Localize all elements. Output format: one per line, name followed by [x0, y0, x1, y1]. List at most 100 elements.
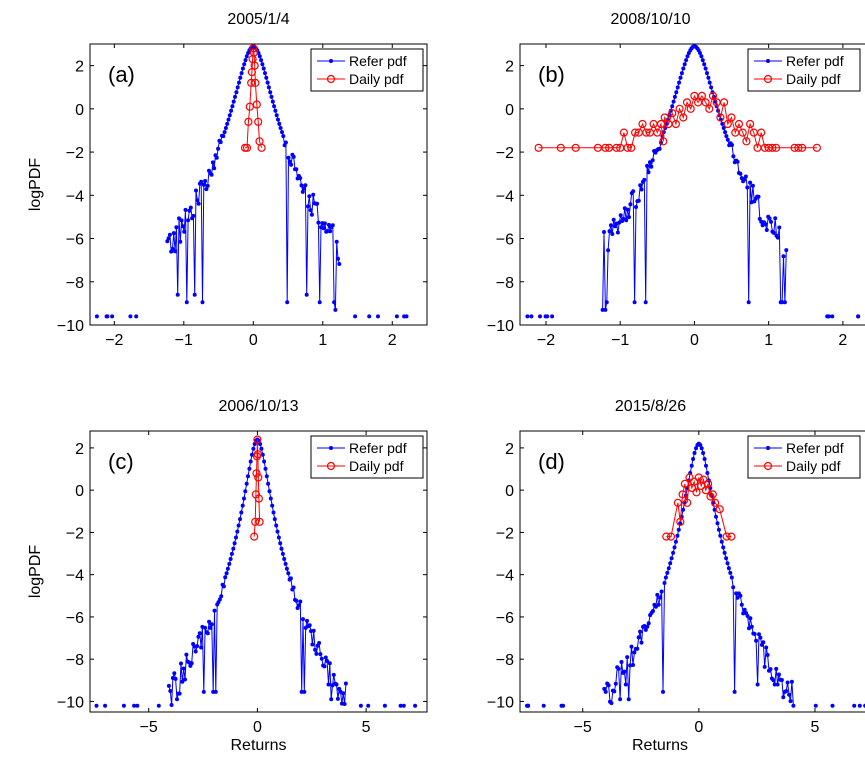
- refer-pdf-point: [764, 228, 769, 232]
- daily-pdf-point: [757, 128, 766, 137]
- refer-pdf-point: [672, 94, 677, 99]
- refer-pdf-point: [698, 443, 703, 447]
- refer-pdf-point: [240, 503, 245, 508]
- refer-pdf-point: [769, 219, 773, 224]
- y-tick-label: −10: [487, 318, 514, 335]
- refer-pdf-point: [761, 640, 766, 645]
- refer-pdf-point: [336, 256, 340, 261]
- refer-pdf-point: [627, 215, 631, 220]
- x-axis-label: Returns: [632, 737, 688, 754]
- x-tick-label: −2: [105, 332, 123, 349]
- refer-pdf-point: [729, 575, 734, 580]
- y-tick-label: −10: [57, 694, 84, 711]
- refer-pdf-point: [229, 108, 234, 113]
- refer-pdf-point: [813, 703, 818, 708]
- refer-pdf-point: [791, 703, 796, 708]
- refer-pdf-point: [173, 249, 178, 254]
- daily-pdf-point: [666, 532, 676, 541]
- refer-pdf-point: [238, 75, 243, 80]
- refer-pdf-point: [643, 627, 648, 632]
- refer-pdf-point: [764, 645, 769, 650]
- x-axis-label: Returns: [230, 737, 286, 754]
- refer-pdf-point: [784, 248, 789, 253]
- refer-pdf-point: [830, 314, 835, 319]
- refer-pdf-point: [691, 457, 696, 461]
- y-tick-label: −8: [496, 652, 514, 669]
- refer-pdf-point: [719, 539, 724, 544]
- refer-pdf-point: [310, 642, 315, 647]
- refer-pdf-point: [230, 104, 235, 109]
- refer-pdf-point: [742, 607, 747, 612]
- refer-pdf-point: [266, 481, 271, 486]
- refer-pdf-point: [128, 314, 133, 319]
- refer-pdf-point: [700, 58, 705, 63]
- refer-pdf-point: [604, 300, 609, 305]
- y-tick-label: 0: [75, 483, 84, 500]
- daily-pdf-point: [716, 113, 725, 122]
- refer-pdf-point: [663, 575, 668, 580]
- refer-pdf-point: [275, 529, 280, 534]
- daily-pdf-point: [601, 143, 610, 152]
- refer-pdf-point: [334, 682, 339, 687]
- refer-pdf-point: [743, 174, 748, 179]
- daily-pdf-point: [738, 128, 747, 137]
- x-tick-label: 1: [318, 332, 327, 349]
- refer-pdf-point: [223, 575, 228, 580]
- series-daily-pdf: [250, 435, 264, 541]
- x-tick-label: −2: [537, 332, 555, 349]
- refer-pdf-point: [735, 595, 740, 600]
- refer-pdf-point: [777, 225, 782, 230]
- daily-pdf-point: [671, 119, 681, 129]
- refer-pdf-point: [167, 232, 172, 237]
- refer-pdf-point: [261, 66, 266, 71]
- refer-pdf-point: [189, 661, 194, 666]
- refer-pdf-point: [299, 183, 304, 188]
- refer-pdf-point: [677, 80, 682, 85]
- daily-pdf-point: [723, 119, 732, 129]
- refer-pdf-point: [219, 594, 224, 599]
- refer-pdf-point: [214, 155, 219, 160]
- refer-pdf-point: [724, 134, 729, 139]
- daily-pdf-point: [653, 128, 662, 137]
- refer-pdf-point: [643, 300, 648, 305]
- refer-pdf-point: [758, 635, 763, 640]
- refer-pdf-point: [626, 697, 631, 702]
- daily-pdf-point: [703, 479, 713, 488]
- x-tick-label: 1: [764, 332, 773, 349]
- daily-pdf-point: [250, 532, 259, 541]
- daily-pdf-point: [252, 469, 261, 478]
- refer-pdf-point: [195, 198, 200, 203]
- refer-pdf-point: [337, 262, 342, 266]
- refer-pdf-point: [232, 541, 237, 546]
- refer-pdf-point: [782, 300, 787, 305]
- refer-pdf-point: [294, 598, 299, 603]
- refer-pdf-point: [401, 703, 406, 708]
- refer-pdf-point: [612, 689, 617, 694]
- refer-pdf-point: [561, 703, 566, 708]
- refer-pdf-point: [616, 666, 621, 671]
- refer-pdf-point: [303, 183, 308, 188]
- refer-pdf-point: [332, 300, 337, 305]
- refer-pdf-point: [657, 146, 662, 151]
- refer-pdf-point: [306, 204, 310, 209]
- refer-pdf-point: [658, 595, 663, 600]
- refer-pdf-point: [177, 691, 182, 696]
- refer-pdf-point: [285, 300, 290, 305]
- refer-pdf-point: [607, 229, 612, 234]
- refer-pdf-point: [208, 625, 213, 630]
- refer-pdf-point: [248, 459, 253, 464]
- y-tick-label: −2: [496, 145, 514, 162]
- refer-pdf-point: [203, 179, 208, 183]
- refer-pdf-point: [642, 177, 647, 182]
- legend-box: [747, 435, 861, 479]
- x-tick-label: 5: [811, 719, 820, 736]
- refer-pdf-point: [735, 159, 740, 164]
- refer-pdf-point: [343, 681, 348, 686]
- refer-pdf-point: [226, 117, 231, 122]
- refer-pdf-point: [327, 661, 332, 666]
- refer-pdf-point: [229, 551, 234, 556]
- refer-pdf-point: [311, 628, 316, 633]
- daily-pdf-point: [534, 143, 543, 152]
- refer-pdf-point: [328, 229, 333, 234]
- daily-pdf-point: [556, 143, 565, 152]
